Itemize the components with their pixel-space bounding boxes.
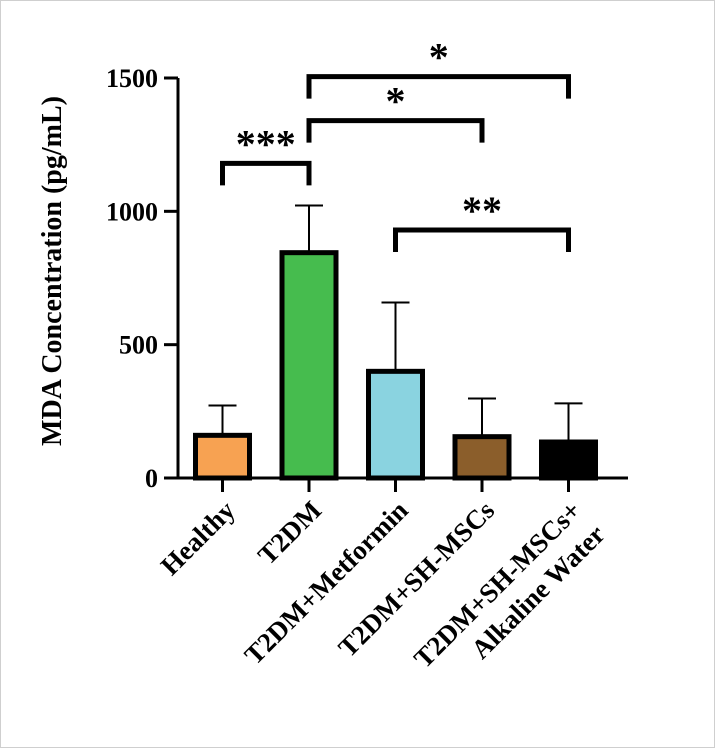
x-tick-label: T2DM+SH-MSCs+Alkaline Water (408, 495, 611, 674)
y-tick-label: 0 (145, 464, 158, 493)
bar (193, 432, 252, 481)
bar (366, 368, 425, 481)
x-tick-label-line: T2DM+Metformin (239, 495, 414, 670)
x-tick-label-line: T2DM (252, 495, 327, 570)
y-tick-label: 500 (119, 331, 158, 360)
significance-bracket (393, 227, 571, 252)
significance-brackets: ******* (220, 35, 571, 252)
significance-bracket (306, 118, 485, 143)
significance-bracket (220, 160, 312, 186)
y-tick-label: 1000 (106, 197, 158, 226)
bars (193, 250, 598, 481)
x-tick-label-line: Healthy (155, 495, 241, 581)
x-tick-label: Healthy (155, 495, 241, 581)
x-tick-label: T2DM+Metformin (239, 495, 414, 670)
bar (452, 434, 512, 481)
error-bars (208, 204, 583, 442)
significance-label: *** (236, 121, 296, 166)
x-tick-label: T2DM (252, 495, 327, 570)
x-tick-labels: Healthy T2DMT2DM+MetforminT2DM+SH-MSCsT2D… (155, 495, 611, 674)
bar (539, 439, 598, 481)
significance-label: ** (462, 188, 502, 233)
significance-bracket (306, 74, 571, 99)
significance-label: * (386, 79, 406, 124)
y-tick-label: 1500 (106, 64, 158, 93)
significance-label: * (429, 35, 449, 80)
y-axis-label: MDA Concentration (pg/mL) (37, 96, 68, 446)
bar (279, 250, 339, 481)
